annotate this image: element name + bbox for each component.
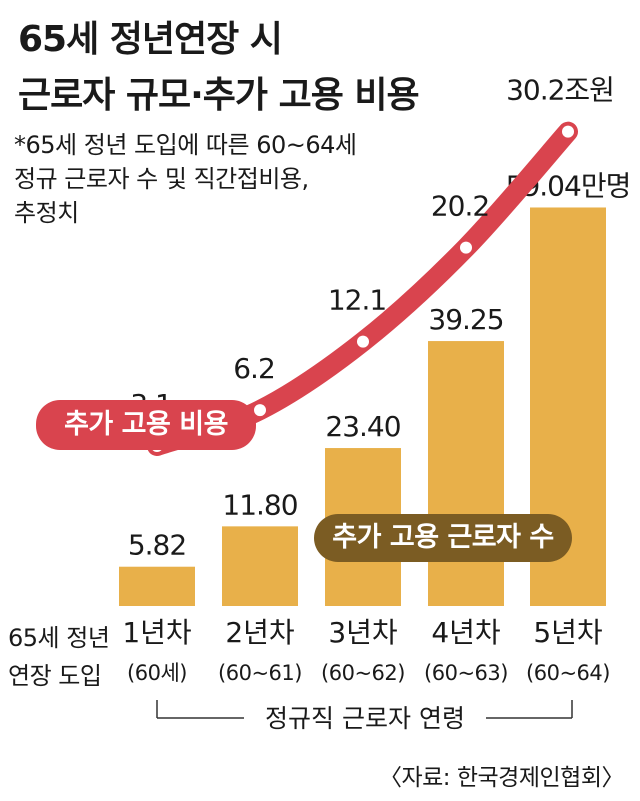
- axis-bracket: 정규직 근로자 연령: [156, 700, 573, 733]
- chart-note: *65세 정년 도입에 따른 60~64세 정규 근로자 수 및 직간접비용, …: [14, 128, 357, 230]
- axis-caption: 정규직 근로자 연령: [265, 704, 465, 733]
- cost-label-5: 30.2조원: [506, 74, 614, 107]
- note-line-2: 정규 근로자 수 및 직간접비용,: [14, 165, 309, 193]
- x-sublabel-3: (60~62): [321, 661, 405, 685]
- note-line-3: 추정치: [14, 199, 79, 227]
- x-sublabel-4: (60~63): [424, 661, 508, 685]
- chart-title-line2: 근로자 규모·추가 고용 비용: [18, 75, 420, 116]
- row-label-line2: 연장 도입: [8, 662, 102, 690]
- x-label-1: 1년차: [122, 616, 191, 649]
- bar-label-1: 5.82: [128, 529, 186, 562]
- x-sublabel-5: (60~64): [526, 661, 610, 685]
- x-label-3: 3년차: [328, 616, 397, 649]
- cost-point-3: [357, 335, 369, 348]
- cost-point-4: [460, 241, 472, 254]
- bar-2: [222, 526, 298, 606]
- bar-label-3: 23.40: [325, 410, 400, 443]
- x-label-5: 5년차: [533, 616, 602, 649]
- cost-label-3: 12.1: [328, 284, 386, 317]
- cost-point-5: [562, 125, 574, 138]
- bar-4: [428, 341, 504, 606]
- note-line-1: *65세 정년 도입에 따른 60~64세: [14, 131, 357, 159]
- row-label-line1: 65세 정년: [8, 624, 110, 652]
- bar-1: [119, 566, 195, 606]
- x-sublabel-2: (60~61): [218, 661, 302, 685]
- legend-workers: 추가 고용 근로자 수: [314, 514, 572, 562]
- legend-cost: 추가 고용 비용: [36, 400, 256, 450]
- cost-label-4: 20.2: [431, 190, 489, 223]
- source-note: 〈자료: 한국경제인협회〉: [378, 765, 625, 791]
- x-label-2: 2년차: [225, 616, 294, 649]
- chart-title-line1: 65세 정년연장 시: [18, 19, 283, 60]
- x-sublabel-1: (60세): [127, 661, 187, 685]
- x-label-4: 4년차: [431, 616, 500, 649]
- bar-label-2: 11.80: [222, 488, 297, 521]
- cost-point-2: [254, 404, 266, 417]
- cost-label-2: 6.2: [233, 352, 275, 385]
- bar-label-4: 39.25: [428, 303, 503, 336]
